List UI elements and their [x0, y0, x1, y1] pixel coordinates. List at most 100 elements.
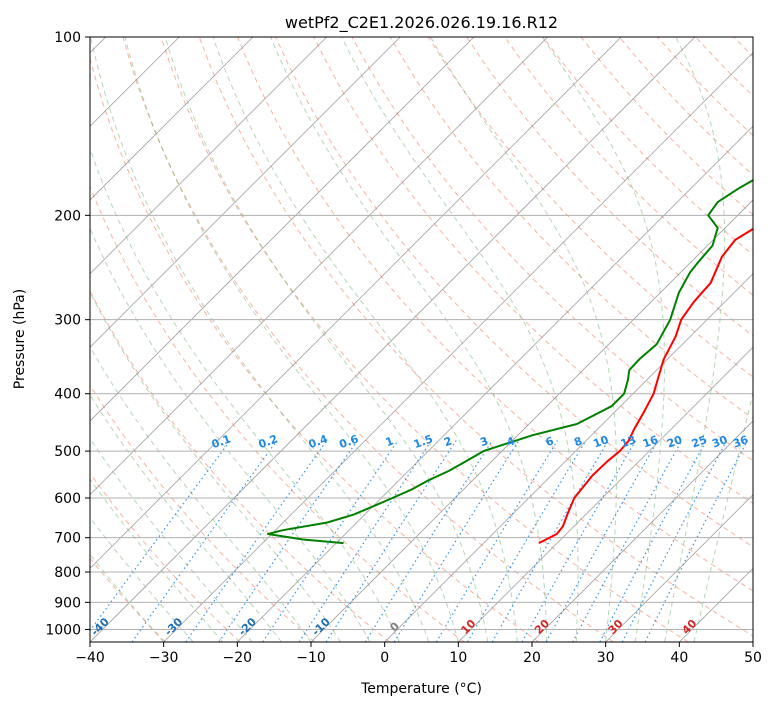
x-tick-label: −20	[223, 650, 253, 666]
mixing-ratio-label: 30	[710, 433, 729, 451]
dry-adiabat-line	[237, 37, 753, 592]
x-tick-label: −30	[149, 650, 179, 666]
mixing-ratio-label: 0.6	[338, 432, 361, 451]
dewpoint-profile-line	[267, 179, 753, 545]
dry-adiabat-line	[504, 37, 753, 296]
moist-adiabat-line	[212, 37, 518, 642]
mixing-ratio-label: 2	[442, 434, 454, 449]
dry-adiabat-line	[198, 37, 753, 637]
moist-adiabat-line	[124, 37, 459, 642]
dry-adiabat-line	[313, 37, 753, 505]
x-tick-label: 50	[744, 650, 762, 666]
mixing-ratio-label: 4	[505, 434, 517, 449]
isotherm-line	[90, 37, 696, 642]
isotherm-line	[90, 37, 327, 275]
isotherm-line	[458, 346, 753, 642]
x-axis: −40 −30 −20 −10 0 10 20 30 40 50	[75, 642, 762, 666]
dry-adiabat-line	[275, 37, 753, 548]
moist-adiabat-line	[90, 478, 223, 642]
dry-adiabat-line	[160, 37, 689, 642]
moist-adiabat-line	[90, 516, 194, 642]
moist-adiabat-line	[542, 37, 665, 642]
mixing-ratio-line	[644, 440, 748, 642]
isotherm-line	[163, 52, 753, 642]
moist-adiabat-line	[664, 37, 726, 642]
mixing-ratio-label: 1.5	[412, 432, 435, 451]
mixing-ratio-line	[298, 440, 432, 642]
mixing-ratio-line	[393, 440, 520, 642]
isotherm-line	[531, 420, 753, 642]
y-tick-label: 200	[54, 208, 81, 224]
temperature-profile-line	[538, 227, 753, 544]
mixing-ratio-line	[599, 440, 707, 642]
y-tick-label: 100	[54, 30, 81, 46]
mixing-ratio-label: 10	[591, 433, 610, 451]
y-axis: 1000 900 800 700 600 500 400 300 200 100	[45, 30, 90, 638]
mixing-ratio-label: 13	[619, 433, 638, 450]
mixing-ratio-label: 0.2	[257, 432, 280, 451]
dry-adiabat-line	[90, 290, 390, 642]
x-tick-label: −10	[296, 650, 326, 666]
moist-adiabat-line	[90, 437, 253, 642]
y-tick-label: 600	[54, 491, 81, 507]
dry-adiabat-line	[90, 56, 540, 642]
x-tick-label: 10	[449, 650, 467, 666]
moist-adiabat-line	[90, 345, 312, 642]
isotherm-line	[90, 37, 254, 201]
isotherm-line	[605, 494, 753, 642]
mixing-ratio-line	[491, 440, 609, 642]
mixing-ratio-label: 8	[572, 434, 584, 449]
mixing-ratio-label: 0.1	[210, 432, 233, 451]
mixing-ratio-line	[521, 440, 637, 642]
y-tick-label: 700	[54, 531, 81, 547]
isotherm-line	[90, 37, 622, 569]
mixing-ratio-line	[131, 440, 278, 642]
y-tick-label: 800	[54, 565, 81, 581]
mixing-ratio-label: 0.4	[307, 432, 330, 451]
y-tick-label: 500	[54, 444, 81, 460]
mixing-ratio-line	[545, 440, 659, 642]
y-tick-label: 900	[54, 595, 81, 611]
moist-adiabat-line	[90, 553, 165, 642]
y-tick-label: 1000	[45, 622, 81, 638]
dry-adiabat-line	[90, 185, 465, 642]
x-axis-label: Temperature (°C)	[360, 681, 482, 697]
mixing-ratio-line	[572, 440, 683, 642]
mixing-ratio-label: 25	[690, 433, 709, 450]
y-axis-label: Pressure (hPa)	[12, 289, 28, 389]
x-tick-label: −40	[75, 650, 105, 666]
isotherm-line	[237, 125, 753, 642]
moist-adiabat-line	[90, 394, 282, 642]
isotherm-line	[90, 37, 475, 422]
mixing-ratio-label: 36	[731, 433, 750, 451]
y-tick-label: 400	[54, 387, 81, 403]
x-tick-label: 0	[380, 650, 389, 666]
mixing-ratio-line	[364, 440, 493, 642]
isotherm-line	[310, 199, 753, 642]
dry-adiabat-line	[389, 37, 753, 420]
mixing-ratio-line	[185, 440, 328, 642]
moist-adiabat-line	[90, 227, 371, 642]
isotherm-line	[90, 37, 401, 348]
isotherm-line	[90, 37, 548, 496]
moist-adiabat-line	[341, 37, 579, 642]
x-tick-label: 40	[670, 650, 688, 666]
moist-adiabat-line	[90, 37, 430, 642]
mixing-ratio-label: 3	[478, 434, 490, 449]
dry-adiabat-line	[351, 37, 753, 462]
mixing-ratio-line	[435, 440, 558, 642]
dry-adiabat-line	[90, 384, 316, 642]
background-lines-group	[90, 37, 753, 642]
mixing-ratio-label: 6	[544, 434, 556, 449]
profile-lines-group	[267, 179, 753, 545]
mixing-ratio-line	[466, 440, 587, 642]
chart-title: wetPf2_C2E1.2026.026.19.16.R12	[285, 13, 558, 33]
moist-adiabat-line	[164, 37, 489, 642]
mixing-ratio-label: 20	[665, 433, 684, 451]
mixing-ratio-label: 16	[641, 433, 660, 451]
in-plot-labels-group: 0.1 0.2 0.4 0.6 1 1.5 2 3 4 6 8 10 13 16 20 25 30 36-40 -3…	[89, 432, 751, 638]
moist-adiabat-line	[430, 37, 617, 642]
x-tick-label: 30	[597, 650, 615, 666]
